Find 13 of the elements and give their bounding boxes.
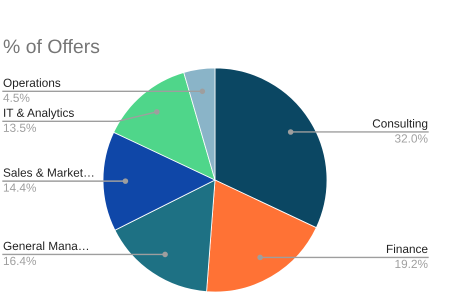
- slice-label: IT & Analytics: [4, 108, 74, 120]
- data-label: 16.4%: [4, 256, 36, 266]
- data-label: 14.4%: [4, 183, 36, 192]
- slice-label: Consulting: [372, 118, 428, 130]
- slice-label: General Mana…: [4, 241, 88, 250]
- data-label: 32.0%: [394, 134, 428, 143]
- chart-title: % of Offers: [4, 38, 100, 54]
- slice-label: Operations: [4, 78, 60, 90]
- slice-label: Finance: [386, 244, 428, 254]
- data-label: 4.5%: [3, 94, 30, 102]
- data-label: 19.2%: [395, 260, 428, 268]
- slice-label: Sales & Market…: [4, 168, 94, 177]
- data-label: 13.5%: [4, 124, 36, 132]
